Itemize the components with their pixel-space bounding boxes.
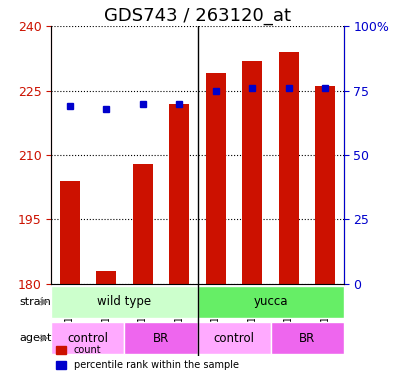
Text: BR: BR <box>299 332 315 345</box>
Bar <box>169 104 189 284</box>
Bar <box>315 86 335 284</box>
FancyBboxPatch shape <box>271 322 344 354</box>
Bar <box>96 271 116 284</box>
Text: agent: agent <box>19 333 51 343</box>
FancyBboxPatch shape <box>51 322 124 354</box>
Text: control: control <box>214 332 254 345</box>
Text: control: control <box>68 332 108 345</box>
Legend: count, percentile rank within the sample: count, percentile rank within the sample <box>56 345 239 370</box>
Bar <box>242 61 262 284</box>
FancyBboxPatch shape <box>51 286 198 318</box>
Bar <box>206 74 226 284</box>
Bar <box>60 181 80 284</box>
Text: yucca: yucca <box>253 296 288 308</box>
Bar <box>279 52 299 284</box>
Text: strain: strain <box>19 297 51 307</box>
FancyBboxPatch shape <box>198 322 271 354</box>
FancyBboxPatch shape <box>198 286 344 318</box>
FancyBboxPatch shape <box>124 322 198 354</box>
Bar <box>133 164 153 284</box>
Text: wild type: wild type <box>97 296 152 308</box>
Text: BR: BR <box>153 332 169 345</box>
Title: GDS743 / 263120_at: GDS743 / 263120_at <box>104 7 291 25</box>
